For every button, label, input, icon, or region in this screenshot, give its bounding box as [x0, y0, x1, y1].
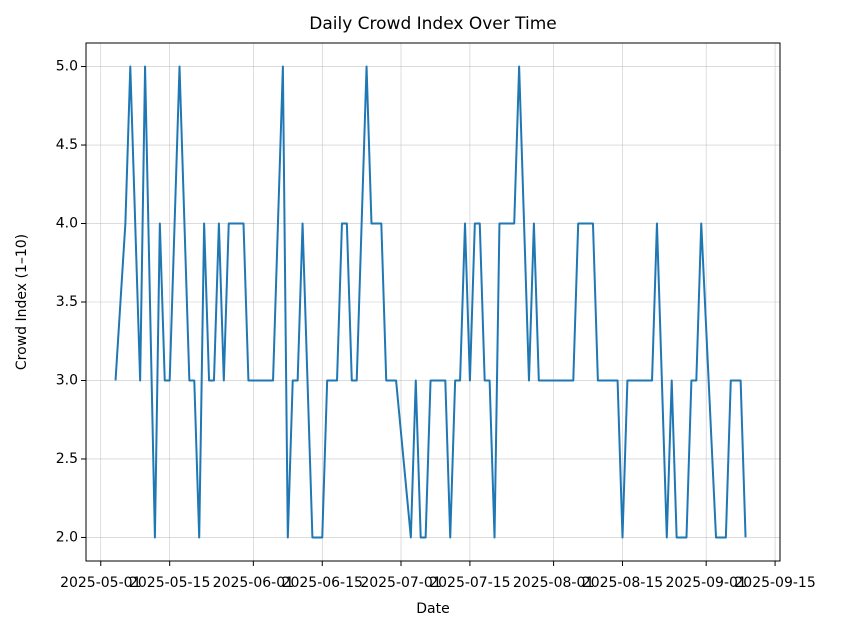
x-tick-label: 2025-08-01: [513, 575, 594, 591]
plot-frame: [85, 42, 781, 562]
chart-title: Daily Crowd Index Over Time: [309, 14, 557, 34]
x-tick-label: 2025-08-15: [582, 575, 663, 591]
x-tick-label: 2025-07-15: [429, 575, 510, 591]
y-tick-label: 3.0: [56, 372, 78, 388]
x-tick-label: 2025-09-01: [665, 575, 746, 591]
x-tick-label: 2025-06-01: [213, 575, 294, 591]
x-tick-label: 2025-05-01: [60, 575, 141, 591]
y-tick-label: 5.0: [56, 59, 78, 75]
y-axis-label: Crowd Index (1–10): [14, 234, 30, 370]
y-tick-label: 2.0: [56, 529, 78, 545]
x-tick-label: 2025-07-01: [360, 575, 441, 591]
y-tick-label: 4.0: [56, 216, 78, 232]
y-tick-label: 2.5: [56, 451, 78, 467]
data-line: [114, 65, 747, 539]
y-tick-label: 4.5: [56, 137, 78, 153]
x-tick-label: 2025-06-15: [282, 575, 363, 591]
x-axis-label: Date: [416, 601, 449, 617]
x-tick-label: 2025-05-15: [129, 575, 210, 591]
y-tick-label: 3.5: [56, 294, 78, 310]
x-tick-label: 2025-09-15: [734, 575, 815, 591]
